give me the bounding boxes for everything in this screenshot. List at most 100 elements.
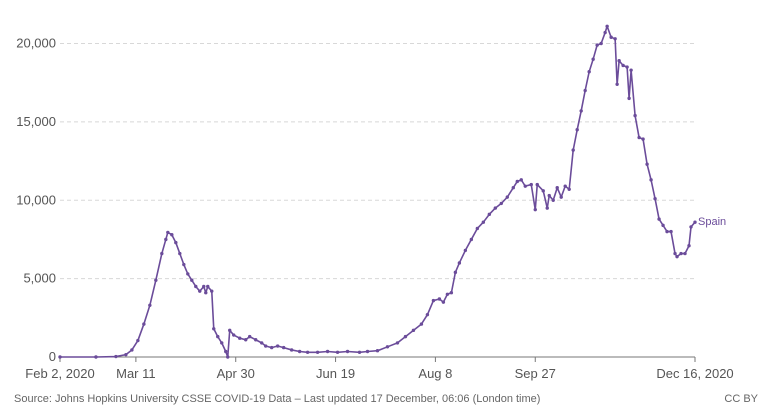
data-point: [226, 355, 230, 359]
data-point: [395, 341, 400, 345]
data-point: [228, 328, 232, 333]
data-point: [212, 327, 216, 331]
data-point: [669, 229, 673, 234]
series-layer: Spain: [58, 24, 726, 359]
data-point: [216, 334, 220, 339]
x-tick-label: Mar 11: [116, 366, 156, 381]
data-point: [523, 184, 527, 188]
data-point: [629, 68, 633, 72]
data-point: [547, 193, 551, 198]
data-point: [609, 35, 613, 39]
data-point: [571, 148, 575, 152]
y-tick-label: 20,000: [16, 36, 56, 51]
data-point: [487, 212, 492, 217]
data-point: [673, 251, 677, 256]
data-point: [595, 43, 599, 47]
data-point: [186, 272, 190, 276]
data-point: [114, 354, 118, 359]
data-point: [529, 182, 533, 187]
data-point: [253, 338, 258, 342]
data-point: [575, 128, 579, 132]
data-point: [357, 350, 362, 354]
data-point: [579, 109, 583, 113]
license-link[interactable]: CC BY: [724, 393, 758, 405]
data-point: [238, 336, 242, 340]
data-point: [545, 206, 549, 210]
data-point: [457, 261, 462, 265]
data-point: [657, 217, 661, 221]
data-point: [583, 88, 587, 93]
data-point: [365, 349, 370, 354]
data-point: [481, 220, 486, 224]
y-tick-label: 10,000: [16, 192, 56, 207]
data-point: [649, 178, 653, 182]
data-point: [665, 229, 669, 234]
data-point: [551, 198, 555, 202]
data-point: [58, 355, 62, 359]
data-point: [263, 344, 268, 348]
data-point: [599, 41, 603, 46]
x-tick-label: Aug 8: [418, 366, 452, 381]
x-tick-label: Jun 19: [316, 366, 355, 381]
x-tick-label: Feb 2, 2020: [25, 366, 94, 381]
data-point: [170, 233, 174, 237]
data-point: [232, 333, 236, 337]
data-point: [315, 350, 320, 354]
data-point: [142, 322, 146, 326]
data-point: [431, 298, 436, 303]
series-end-label: Spain: [698, 216, 726, 228]
data-point: [453, 270, 458, 275]
data-point: [166, 230, 170, 235]
data-point: [693, 220, 697, 224]
data-point: [425, 312, 430, 317]
data-point: [248, 334, 252, 339]
data-point: [645, 162, 649, 166]
data-point: [190, 278, 194, 282]
data-point: [683, 251, 687, 256]
data-point: [625, 65, 629, 69]
data-point: [124, 352, 128, 357]
data-point: [244, 338, 248, 342]
data-point: [94, 355, 98, 359]
data-point: [411, 328, 416, 333]
data-point: [335, 350, 340, 354]
data-point: [617, 59, 621, 63]
data-point: [687, 244, 691, 248]
series-line-spain: [60, 25, 696, 358]
data-point: [603, 30, 607, 35]
data-point: [567, 187, 571, 191]
data-point: [463, 248, 468, 253]
data-point: [499, 201, 504, 206]
data-point: [615, 82, 619, 86]
data-point: [136, 338, 140, 343]
data-point: [375, 349, 380, 353]
data-point: [224, 349, 228, 354]
data-point: [130, 348, 134, 352]
data-point: [533, 207, 537, 212]
data-point: [689, 225, 693, 229]
data-point: [519, 178, 523, 182]
data-point: [449, 291, 454, 295]
data-point: [653, 196, 657, 201]
data-point: [202, 284, 206, 289]
data-point: [297, 349, 302, 354]
data-point: [259, 341, 264, 345]
data-point: [164, 237, 168, 242]
data-point: [555, 186, 559, 190]
data-point: [437, 297, 442, 301]
data-point: [637, 135, 641, 140]
data-point: [220, 341, 224, 345]
data-point: [182, 262, 186, 267]
data-point: [148, 303, 152, 307]
source-note: Source: Johns Hopkins University CSSE CO…: [14, 393, 541, 405]
data-point: [613, 37, 617, 41]
y-axis: 0 5,000 10,000 15,000 20,000: [16, 36, 56, 364]
data-point: [160, 251, 164, 256]
data-point: [493, 206, 498, 210]
data-point: [345, 349, 350, 354]
x-tick-label: Apr 30: [217, 366, 255, 381]
x-tick-label: Sep 27: [515, 366, 556, 381]
data-point: [419, 322, 424, 326]
